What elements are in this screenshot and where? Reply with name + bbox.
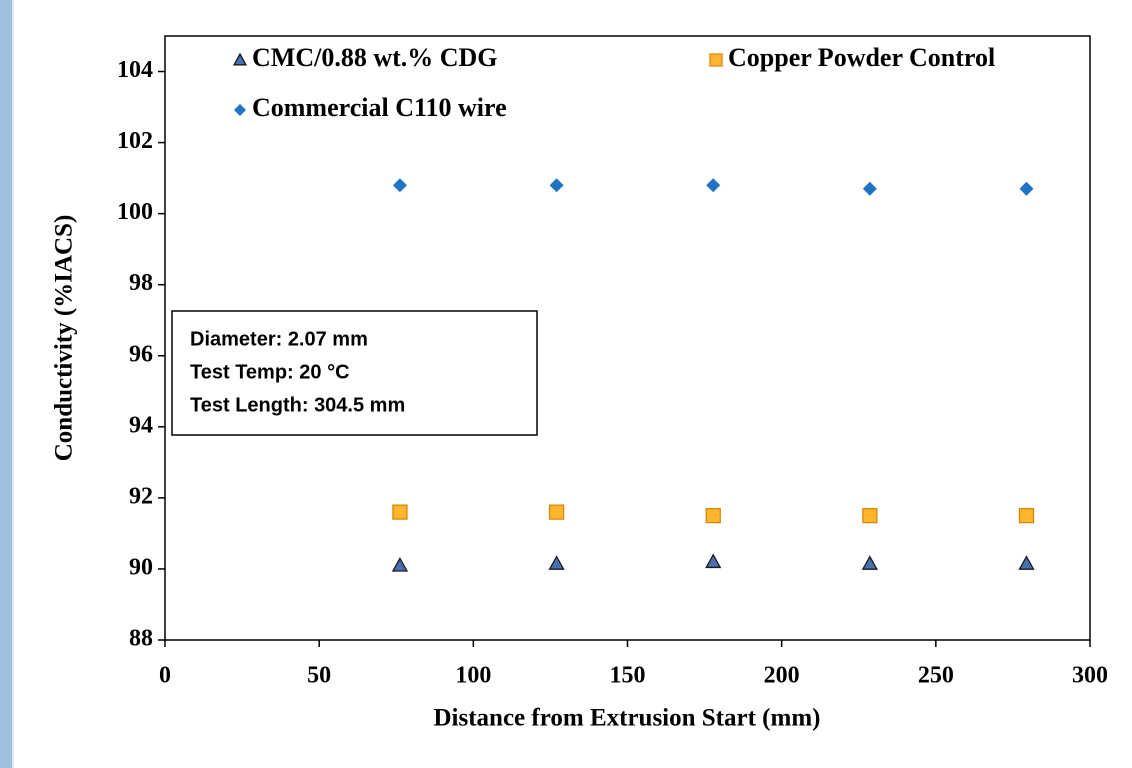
point (862, 181, 877, 196)
y-tick-label: 96 (129, 341, 153, 367)
x-tick-label: 300 (1072, 663, 1108, 689)
x-axis-label: Distance from Extrusion Start (mm) (434, 705, 821, 732)
point (705, 507, 721, 524)
y-tick-label: 92 (129, 483, 153, 509)
legend-label: Commercial C110 wire (252, 93, 507, 122)
annotation: Diameter: 2.07 mm (190, 328, 368, 350)
y-axis-label: Conductivity (%IACS) (51, 215, 78, 462)
y-tick-label: 88 (129, 626, 153, 652)
x-tick-label: 100 (455, 663, 491, 689)
legend-label: Copper Powder Control (728, 43, 995, 72)
point (706, 178, 721, 193)
y-tick-label: 90 (129, 554, 153, 580)
point (549, 178, 564, 193)
annotation: Test Length: 304.5 mm (190, 394, 405, 416)
x-tick-label: 250 (918, 663, 954, 689)
y-tick-label: 104 (117, 57, 153, 83)
x-tick-label: 200 (764, 663, 800, 689)
point (1019, 181, 1034, 196)
legend-marker (234, 104, 246, 116)
annotation-box (171, 310, 538, 436)
point (705, 553, 722, 569)
point (392, 178, 407, 193)
point (391, 557, 409, 572)
side-strip (0, 0, 12, 768)
legend-marker (709, 53, 723, 67)
point (862, 507, 878, 524)
point (548, 555, 565, 570)
point (861, 555, 878, 570)
legend-marker (232, 52, 248, 66)
y-tick-label: 100 (117, 199, 153, 225)
y-tick-label: 94 (129, 412, 153, 438)
point (392, 504, 408, 520)
point (1018, 507, 1035, 524)
legend-label: CMC/0.88 wt.% CDG (252, 43, 498, 72)
point (548, 504, 565, 520)
y-tick-label: 98 (129, 270, 153, 296)
x-tick-label: 150 (610, 663, 646, 689)
x-tick-label: 50 (307, 663, 331, 689)
annotation: Test Temp: 20 °C (190, 361, 350, 383)
point (1018, 555, 1035, 570)
x-tick-label: 0 (159, 663, 171, 689)
y-tick-label: 102 (117, 128, 153, 154)
